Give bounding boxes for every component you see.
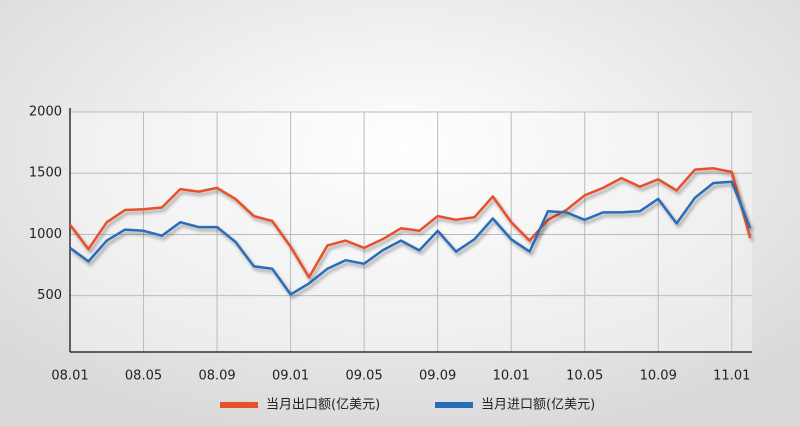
x-tick-label: 11.01 [713,369,750,384]
legend-swatch [435,402,473,408]
x-tick-label: 09.01 [272,369,309,384]
legend-label: 当月进口额(亿美元) [481,398,595,413]
y-tick-label: 500 [37,288,62,303]
series-line [69,180,752,296]
series-line [69,167,752,279]
x-tick-label: 08.01 [51,369,88,384]
y-tick-label: 1000 [29,227,62,242]
x-tick-label: 10.01 [493,369,530,384]
plot-area [70,112,752,352]
x-tick-label: 09.05 [346,369,383,384]
y-tick-label: 1500 [29,166,62,181]
legend-swatch [220,402,258,408]
x-tick-label: 08.09 [198,369,235,384]
x-tick-label: 08.05 [125,369,162,384]
legend-label: 当月出口额(亿美元) [266,398,380,413]
y-tick-label: 2000 [29,105,62,120]
x-tick-label: 10.05 [566,369,603,384]
x-tick-label: 09.09 [419,369,456,384]
x-tick-label: 10.09 [640,369,677,384]
